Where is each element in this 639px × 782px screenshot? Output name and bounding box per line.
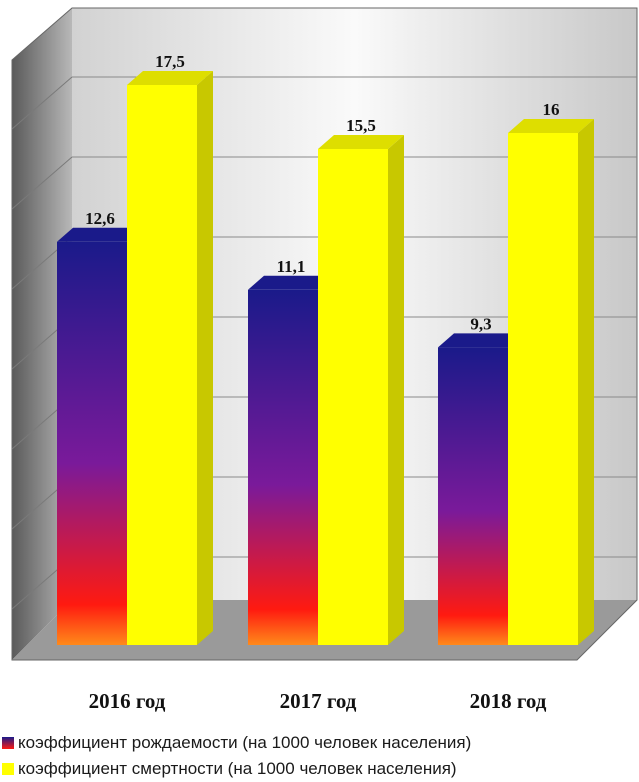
data-labels: 12,6 11,1 9,3 17,5 15,5 16 [85,52,559,333]
bar [318,149,388,645]
legend-swatch-death-rate [2,763,14,775]
category-labels: 2016 год 2017 год 2018 год [89,689,547,713]
legend-item-death-rate: коэффициент смертности (на 1000 человек … [2,756,634,782]
bar [438,347,508,645]
bar-side [197,71,213,645]
legend-swatch-birth-rate [2,737,14,749]
bars [57,71,594,646]
data-label: 11,1 [277,257,306,276]
bar-top [318,135,404,149]
category-label: 2017 год [280,689,357,713]
data-label: 12,6 [85,209,115,228]
legend: коэффициент рождаемости (на 1000 человек… [2,730,634,782]
bar [508,133,578,645]
legend-item-birth-rate: коэффициент рождаемости (на 1000 человек… [2,730,634,756]
bar-top [508,119,594,133]
gridline-side [11,156,73,210]
category-label: 2016 год [89,689,166,713]
bar-top [438,333,524,348]
chart-frame [11,7,638,661]
bar-top [57,227,143,242]
data-label: 9,3 [470,314,491,333]
bar-top [127,71,213,85]
bar [248,289,318,645]
gridline-side [11,76,73,130]
bar [127,85,197,645]
legend-label-death-rate: коэффициент смертности (на 1000 человек … [18,759,457,778]
legend-label-birth-rate: коэффициент рождаемости (на 1000 человек… [18,733,472,752]
data-label: 16 [543,100,560,119]
chart: 12,611,19,317,515,516 2016 год 2017 год 20… [11,7,638,713]
data-label: 17,5 [155,52,185,71]
data-label: 15,5 [346,116,376,135]
bar-side [388,135,404,645]
bar [57,241,127,646]
bar-side [578,119,594,645]
bar-top [248,275,334,290]
category-label: 2018 год [470,689,547,713]
